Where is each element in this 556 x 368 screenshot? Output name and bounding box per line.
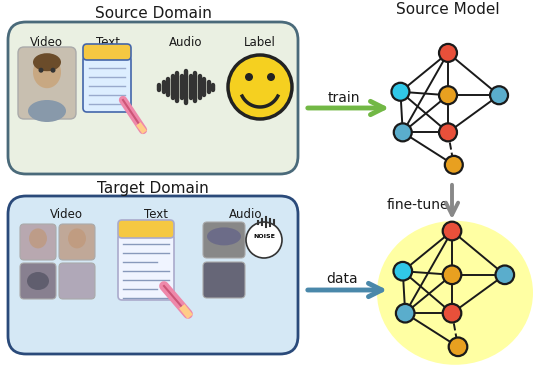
Circle shape: [449, 337, 467, 356]
Circle shape: [246, 222, 282, 258]
Text: Video: Video: [49, 209, 82, 222]
Circle shape: [490, 86, 508, 104]
FancyBboxPatch shape: [8, 196, 298, 354]
Ellipse shape: [68, 229, 86, 248]
Circle shape: [439, 123, 457, 141]
Text: Text: Text: [96, 35, 120, 49]
FancyBboxPatch shape: [83, 56, 131, 112]
Circle shape: [394, 262, 412, 280]
Text: Audio: Audio: [169, 35, 203, 49]
FancyBboxPatch shape: [59, 224, 95, 260]
FancyBboxPatch shape: [20, 263, 56, 299]
Text: Video: Video: [29, 35, 62, 49]
Text: Source Domain: Source Domain: [95, 7, 211, 21]
Ellipse shape: [33, 56, 61, 88]
Circle shape: [445, 156, 463, 174]
Circle shape: [443, 304, 461, 322]
Text: Label: Label: [244, 35, 276, 49]
Circle shape: [38, 68, 43, 73]
Circle shape: [391, 83, 409, 101]
Text: Source Model: Source Model: [396, 3, 500, 18]
FancyBboxPatch shape: [203, 262, 245, 298]
FancyBboxPatch shape: [83, 44, 131, 60]
Circle shape: [443, 265, 461, 284]
Circle shape: [495, 265, 514, 284]
FancyBboxPatch shape: [203, 222, 245, 258]
FancyBboxPatch shape: [118, 234, 174, 300]
Circle shape: [267, 73, 275, 81]
Text: data: data: [326, 272, 358, 286]
Circle shape: [51, 68, 56, 73]
FancyBboxPatch shape: [8, 22, 298, 174]
Circle shape: [228, 55, 292, 119]
Ellipse shape: [29, 229, 47, 248]
Text: Target Domain: Target Domain: [97, 180, 209, 195]
Circle shape: [394, 123, 412, 141]
Ellipse shape: [28, 100, 66, 122]
FancyBboxPatch shape: [59, 263, 95, 299]
FancyBboxPatch shape: [18, 47, 76, 119]
Ellipse shape: [377, 221, 533, 365]
Ellipse shape: [27, 272, 49, 290]
Circle shape: [439, 86, 457, 104]
Ellipse shape: [207, 227, 241, 245]
Circle shape: [443, 222, 461, 240]
Text: Text: Text: [144, 209, 168, 222]
Circle shape: [396, 304, 415, 322]
Circle shape: [245, 73, 253, 81]
Text: fine-tune: fine-tune: [387, 198, 449, 212]
Circle shape: [439, 44, 457, 62]
FancyBboxPatch shape: [20, 224, 56, 260]
FancyBboxPatch shape: [118, 220, 174, 238]
Text: NOISE: NOISE: [253, 234, 275, 238]
Ellipse shape: [33, 53, 61, 71]
Text: train: train: [327, 91, 360, 105]
Text: Audio: Audio: [229, 209, 263, 222]
